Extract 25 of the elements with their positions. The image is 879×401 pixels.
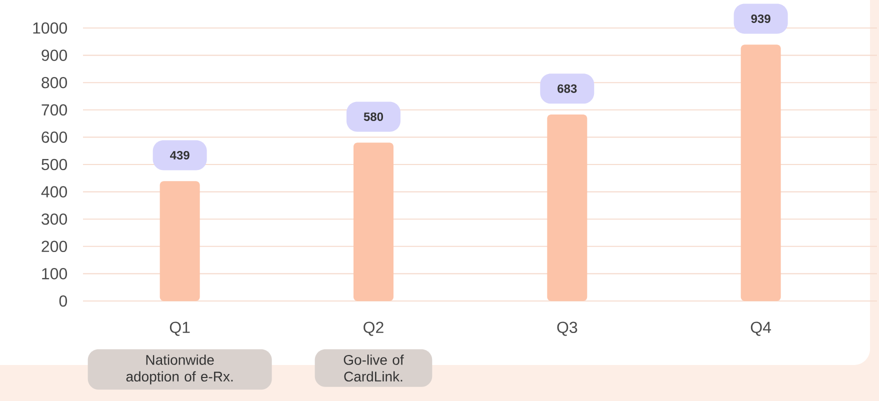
x-tick-label: Q1 [170, 322, 190, 336]
y-tick-label: 400 [41, 186, 68, 198]
x-tick-label: Q3 [557, 322, 578, 336]
data-label: 580 [364, 112, 384, 121]
y-tick-label: 300 [42, 213, 68, 225]
bar [740, 44, 781, 301]
text: Go-live of CardLink. [344, 354, 404, 382]
x-tick-label: Q2 [364, 322, 384, 336]
data-label: 439 [170, 150, 190, 160]
bar [160, 181, 200, 301]
data-label: 939 [751, 14, 770, 23]
y-tick-label: 100 [42, 268, 68, 280]
y-tick-label: 500 [42, 158, 68, 170]
bar [353, 142, 394, 301]
bar [547, 114, 588, 301]
y-tick-label: 1000 [33, 22, 67, 34]
data-label: 683 [558, 84, 577, 93]
y-tick-label: 0 [59, 295, 68, 307]
x-tick-label: Q4 [750, 322, 772, 336]
y-tick-label: 800 [42, 76, 68, 88]
text: Nationwide adoption of e-Rx. [126, 354, 233, 384]
y-tick-label: 900 [42, 50, 68, 61]
y-tick-label: 700 [42, 104, 68, 116]
y-tick-label: 600 [42, 132, 68, 143]
y-tick-label: 200 [42, 240, 68, 252]
